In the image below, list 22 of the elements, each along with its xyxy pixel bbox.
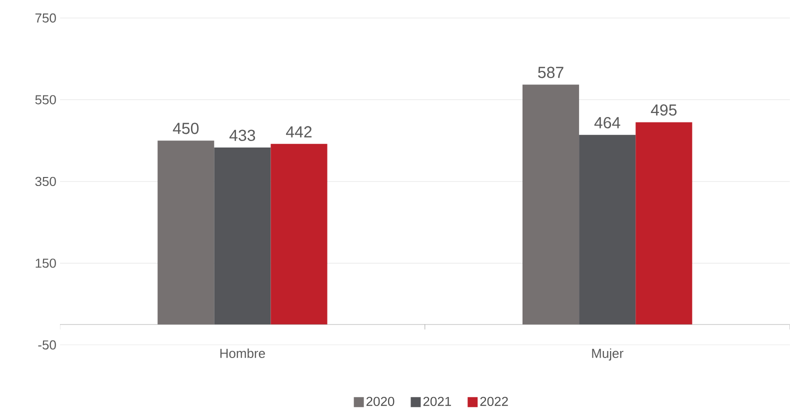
data-label: 450: [172, 122, 199, 134]
legend-label: 2020: [366, 396, 394, 406]
x-tick-label: Mujer: [592, 348, 624, 360]
data-label: 442: [286, 126, 312, 138]
data-label: 495: [650, 104, 677, 116]
y-tick-label: 150: [36, 258, 56, 268]
y-tick-label: 350: [35, 176, 56, 186]
data-label: 587: [538, 66, 564, 78]
x-tick-label: Hombre: [220, 348, 265, 358]
y-tick-label: 750: [35, 13, 56, 22]
bar: [579, 134, 636, 324]
legend-label: 2021: [423, 396, 452, 406]
y-tick-label: 550: [35, 94, 56, 104]
bar: [158, 140, 214, 324]
bar: [522, 84, 580, 324]
y-tick-label: -50: [38, 340, 56, 350]
bar: [214, 147, 271, 324]
data-label: 433: [229, 129, 256, 141]
data-label: 464: [594, 116, 620, 128]
bar: [270, 144, 328, 324]
legend-label: 2022: [480, 396, 508, 406]
bar: [636, 122, 692, 324]
